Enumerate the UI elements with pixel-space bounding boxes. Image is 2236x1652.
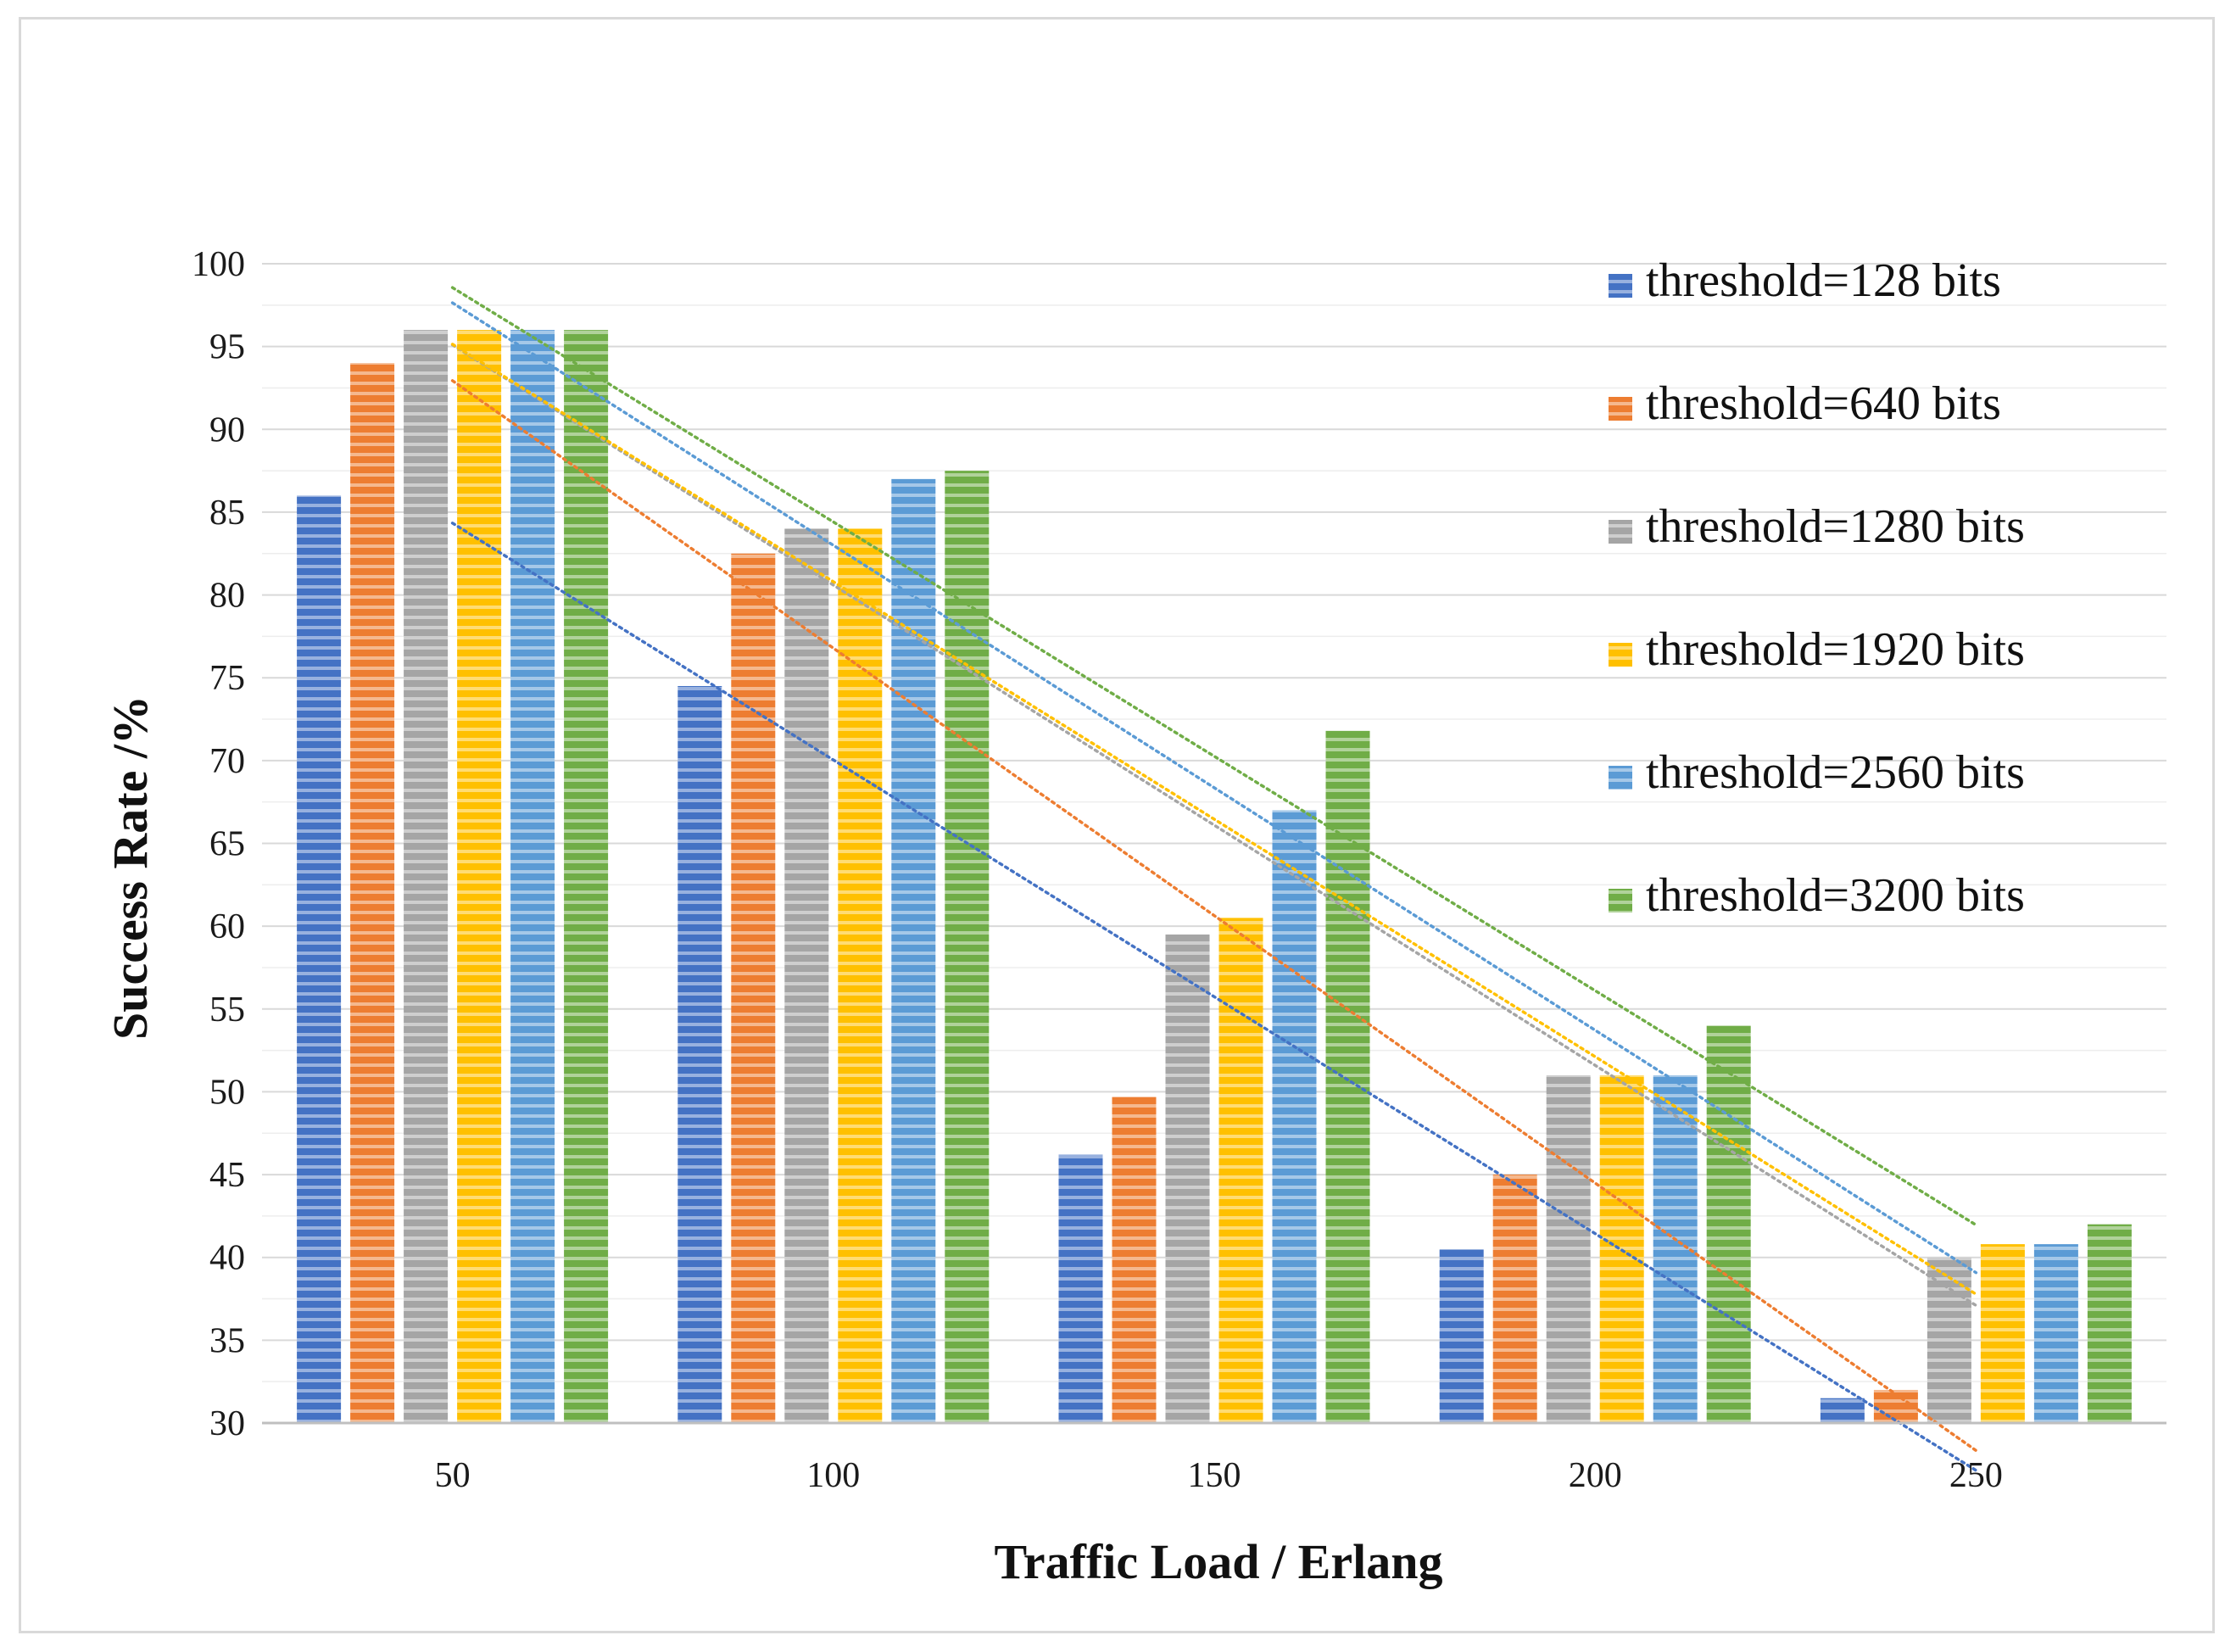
bar <box>1112 1097 1157 1423</box>
trendline <box>450 343 1978 1296</box>
legend-swatch <box>1609 643 1632 667</box>
bar <box>2087 1224 2132 1423</box>
x-tick-label: 200 <box>1569 1456 1622 1495</box>
bar <box>1439 1248 1484 1423</box>
legend-swatch <box>1609 397 1632 421</box>
trendline <box>450 301 1978 1275</box>
legend-swatch <box>1609 766 1632 790</box>
bar <box>1325 730 1370 1423</box>
y-tick-label: 75 <box>209 659 245 698</box>
legend-swatch <box>1609 274 1632 298</box>
y-tick-label: 35 <box>209 1321 245 1360</box>
bar <box>1165 934 1210 1423</box>
y-tick-label: 55 <box>209 991 245 1030</box>
y-tick-label: 80 <box>209 577 245 616</box>
bar <box>1272 810 1317 1423</box>
bar <box>350 363 395 1424</box>
bar <box>1706 1025 1751 1423</box>
bar <box>1980 1244 2025 1423</box>
bar <box>457 330 502 1424</box>
legend-label: threshold=1280 bits <box>1646 500 2025 553</box>
x-tick-label: 150 <box>1188 1456 1241 1495</box>
legend-label: threshold=640 bits <box>1646 377 2001 430</box>
y-tick-label: 85 <box>209 494 245 533</box>
trendline <box>450 343 1978 1308</box>
trendline <box>450 522 1978 1472</box>
y-tick-label: 60 <box>209 907 245 946</box>
trendline <box>450 379 1978 1453</box>
x-tick-label: 50 <box>435 1456 471 1495</box>
chart-frame: 30 35 40 45 50 55 60 65 70 75 80 85 90 95 100 50 100 150 2… <box>19 17 2215 1633</box>
x-tick-label: 100 <box>806 1456 860 1495</box>
trendline <box>450 286 1978 1227</box>
bar <box>677 685 722 1423</box>
y-tick-label: 65 <box>209 825 245 864</box>
bar <box>1927 1257 1971 1423</box>
bar <box>564 330 609 1424</box>
legend-swatch <box>1609 520 1632 544</box>
bar <box>784 528 829 1423</box>
bar <box>1492 1175 1537 1423</box>
legend-label: threshold=3200 bits <box>1646 869 2025 922</box>
bar <box>1058 1154 1103 1423</box>
legend-label: threshold=128 bits <box>1646 254 2001 307</box>
bar <box>1218 918 1263 1423</box>
chart-canvas: 30 35 40 45 50 55 60 65 70 75 80 85 90 95 100 50 100 150 2… <box>103 245 2166 1589</box>
legend: threshold=128 bits threshold=640 bits thre… <box>1609 254 2025 922</box>
bar <box>297 495 342 1423</box>
y-tick-label: 40 <box>209 1239 245 1278</box>
bar <box>1546 1074 1591 1423</box>
bars <box>297 330 2132 1424</box>
legend-label: threshold=1920 bits <box>1646 623 2025 676</box>
legend-label: threshold=2560 bits <box>1646 746 2025 799</box>
y-tick-label: 90 <box>209 410 245 449</box>
bar <box>1820 1398 1865 1423</box>
x-tick-label: 250 <box>1949 1456 2003 1495</box>
legend-swatch <box>1609 889 1632 913</box>
y-tick-label: 95 <box>209 328 245 367</box>
y-axis-title: Success Rate /% <box>103 695 158 1040</box>
y-tick-label: 30 <box>209 1404 245 1443</box>
y-tick-label: 100 <box>192 245 245 284</box>
bar <box>2033 1244 2078 1423</box>
trendlines <box>450 286 1978 1472</box>
x-axis-title: Traffic Load / Erlang <box>995 1534 1443 1589</box>
bar <box>510 330 555 1424</box>
bar <box>838 528 883 1423</box>
bar <box>731 553 776 1423</box>
bar <box>404 330 449 1424</box>
bar <box>945 471 990 1423</box>
y-tick-label: 70 <box>209 742 245 781</box>
y-tick-label: 50 <box>209 1073 245 1112</box>
axes: 30 35 40 45 50 55 60 65 70 75 80 85 90 95 100 50 100 150 2… <box>192 245 2166 1495</box>
y-tick-label: 45 <box>209 1156 245 1195</box>
